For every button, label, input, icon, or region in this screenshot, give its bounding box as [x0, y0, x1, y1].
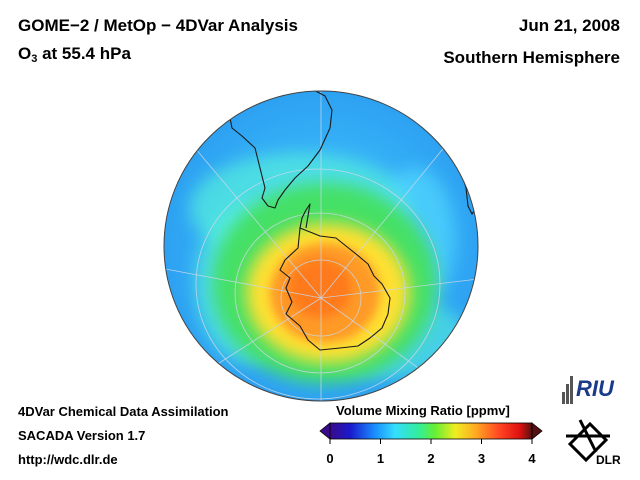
- species-subscript: 3: [31, 53, 38, 65]
- analysis-date: Jun 21, 2008: [518, 16, 620, 35]
- colorbar-title: Volume Mixing Ratio [ppmv]: [336, 403, 510, 418]
- riu-logo-text: RIU: [576, 376, 615, 401]
- graticule: [164, 91, 478, 401]
- title-line1: GOME−2 / MetOp − 4DVar Analysis: [18, 16, 298, 35]
- globe-rim: [163, 90, 479, 402]
- footer-system-name: 4DVar Chemical Data Assimilation: [18, 404, 229, 419]
- south-america-outline: [221, 91, 333, 209]
- ozone-globe-map: [163, 90, 479, 402]
- colorbar-tick-label: 3: [477, 451, 486, 466]
- footer-version: SACADA Version 1.7: [18, 428, 146, 443]
- ozone-maximum: [288, 258, 352, 318]
- colorbar-tick-label: 1: [376, 451, 385, 466]
- hemisphere-label: Southern Hemisphere: [443, 48, 620, 67]
- colorbar-ticks: [329, 439, 533, 444]
- pressure-level: at 55.4 hPa: [37, 44, 131, 63]
- colorbar-tick-label: 0: [326, 451, 334, 466]
- colorbar-low-arrow: [319, 422, 331, 440]
- antarctic-peninsula-outline: [299, 203, 311, 229]
- coastlines: [221, 91, 478, 351]
- dlr-logo: DLR: [566, 419, 621, 467]
- dlr-logo-text: DLR: [596, 453, 621, 467]
- colorbar-gradient: [329, 422, 533, 440]
- species-symbol: O: [18, 44, 32, 63]
- colorbar-high-arrow: [531, 422, 543, 440]
- riu-emblem-icon: [562, 376, 573, 404]
- antarctica-outline: [279, 227, 391, 351]
- riu-logo: RIU: [562, 376, 615, 404]
- colorbar-tick-label: 2: [427, 451, 435, 466]
- footer-url: http://wdc.dlr.de: [18, 452, 118, 467]
- title-line2: O3 at 55.4 hPa: [18, 44, 131, 65]
- dlr-emblem-icon: [566, 419, 610, 463]
- colorbar: [319, 422, 543, 444]
- colorbar-tick-label: 4: [528, 451, 536, 466]
